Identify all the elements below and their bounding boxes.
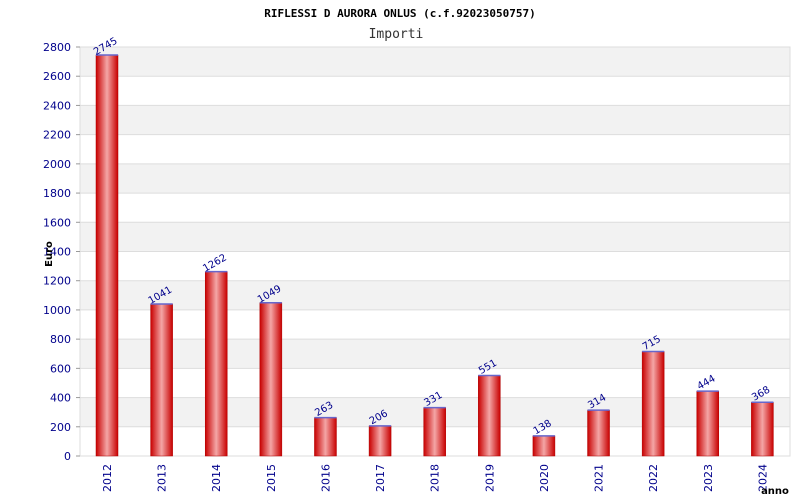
- grid-band: [80, 222, 790, 252]
- bar: [751, 401, 774, 457]
- x-tick-label: 2023: [702, 464, 715, 492]
- grid-band: [80, 339, 790, 369]
- x-tick-label: 2017: [374, 464, 387, 492]
- y-tick-label: 2600: [43, 70, 71, 83]
- bar: [204, 271, 228, 457]
- grid-band: [80, 280, 790, 310]
- x-tick-label: 2015: [265, 464, 278, 492]
- bar: [259, 302, 283, 457]
- y-tick-label: 1200: [43, 275, 71, 288]
- x-tick-label: 2018: [429, 464, 442, 492]
- y-tick-label: 600: [50, 362, 71, 375]
- y-tick-label: 2200: [43, 129, 71, 142]
- grid-band: [80, 193, 790, 223]
- bar: [532, 435, 556, 457]
- grid-bands: [79, 46, 791, 457]
- grid-band: [80, 163, 790, 194]
- grid-band: [80, 134, 790, 164]
- x-axis-label: anno: [761, 486, 789, 497]
- grid-band: [80, 368, 790, 398]
- y-tick-label: 2400: [43, 99, 71, 112]
- x-tick-label: 2014: [210, 464, 223, 492]
- x-tick-label: 2020: [538, 464, 551, 492]
- grid-band: [80, 309, 790, 340]
- y-tick-label: 2800: [43, 41, 71, 54]
- chart-title: RIFLESSI D AURORA ONLUS (c.f.92023050757…: [264, 7, 536, 20]
- grid-band: [80, 251, 790, 281]
- x-tick-label: 2024: [756, 464, 769, 492]
- y-tick-label: 0: [64, 450, 71, 463]
- grid-band: [80, 47, 790, 77]
- y-axis-ticks: 0 200 400 600 800 1000 1200 1400 1600 1800 2000 220…: [43, 41, 80, 463]
- y-tick-label: 1000: [43, 304, 71, 317]
- x-tick-label: 2021: [593, 464, 606, 492]
- x-tick-label: 2022: [647, 464, 660, 492]
- y-tick-label: 1800: [43, 187, 71, 200]
- bar: [95, 54, 119, 457]
- x-axis-ticks: 2012 2013 2014 2015 2016 2017 2018 2019 2020 2021…: [101, 464, 769, 492]
- x-tick-label: 2013: [156, 464, 169, 492]
- y-tick-label: 2000: [43, 158, 71, 171]
- y-tick-label: 1600: [43, 216, 71, 229]
- y-axis-label: Euro: [44, 241, 55, 267]
- bar: [314, 417, 337, 457]
- y-tick-label: 1400: [43, 246, 71, 259]
- chart-subtitle: Importi: [369, 27, 424, 42]
- x-tick-label: 2012: [101, 464, 114, 492]
- y-tick-label: 200: [50, 421, 71, 434]
- x-tick-label: 2016: [319, 464, 332, 492]
- bar: [368, 425, 392, 457]
- bar: [150, 303, 173, 457]
- bar: [587, 409, 610, 457]
- bar: [641, 351, 665, 457]
- bar: [696, 390, 720, 457]
- y-tick-label: 800: [50, 333, 71, 346]
- grid-band: [80, 76, 790, 106]
- bar: [423, 407, 446, 457]
- x-tick-label: 2019: [483, 464, 496, 492]
- bar: [478, 375, 501, 457]
- y-tick-label: 400: [50, 392, 71, 405]
- grid-band: [80, 105, 790, 135]
